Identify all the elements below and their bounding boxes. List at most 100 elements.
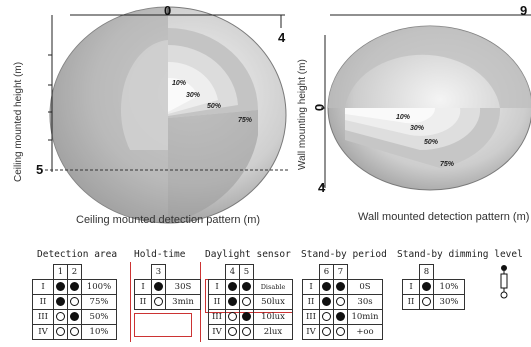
switch-cell — [225, 324, 240, 340]
header-spacer — [303, 265, 320, 280]
switch-on-icon — [228, 297, 237, 306]
table-row: II 75% — [32, 294, 117, 310]
row-label: II — [134, 294, 152, 310]
switch-cell — [67, 279, 82, 295]
ceiling-caption: Ceiling mounted detection pattern (m) — [76, 214, 261, 226]
header-spacer — [209, 265, 226, 280]
switch-cell — [67, 294, 82, 310]
switch-cell — [319, 309, 334, 325]
switch-on-icon — [242, 282, 251, 291]
switch-cell — [419, 279, 434, 295]
switch-cell — [333, 279, 348, 295]
switch-on-icon — [228, 282, 237, 291]
detection-area-title: Detection area — [37, 249, 118, 260]
switch-on-icon — [422, 282, 431, 291]
table-row: I 0S — [302, 279, 383, 295]
header-spacer — [33, 265, 54, 280]
hold-time-empty-box — [134, 313, 192, 337]
ceiling-zone-75: 75% — [238, 117, 253, 124]
switch-off-icon — [228, 327, 237, 336]
standby-dimming-table: 8 I 10% II 30% — [402, 264, 465, 310]
switch-on-icon — [336, 312, 345, 321]
row-label: II — [208, 294, 226, 310]
ceiling-bottom-tick: 5 — [36, 162, 44, 177]
switch-cell — [319, 279, 334, 295]
daylight-sensor-table: 4 5 I Disable II 50lux III 10lux IV 2lux — [208, 264, 293, 340]
switch-cell — [53, 294, 68, 310]
switch-off-icon — [228, 312, 237, 321]
row-value: Disable — [253, 279, 293, 295]
ceiling-pattern-diagram — [45, 6, 290, 224]
switch-number: 4 — [225, 264, 240, 280]
header-spacer — [348, 265, 383, 280]
switch-cell — [239, 294, 254, 310]
wall-bottom-tick: 4 — [318, 180, 326, 195]
switch-on-icon — [322, 282, 331, 291]
hold-time-red-frame — [130, 262, 201, 342]
switch-cell — [333, 294, 348, 310]
switch-on-icon — [56, 297, 65, 306]
header-spacer — [434, 265, 465, 280]
switch-number: 3 — [151, 264, 166, 280]
switch-number: 6 — [319, 264, 334, 280]
daylight-header-row: 4 5 — [209, 264, 293, 280]
wall-top-tick: 9 — [520, 3, 528, 18]
switch-off-icon — [336, 297, 345, 306]
wall-caption: Wall mounted detection pattern (m) — [358, 211, 530, 223]
switch-cell — [67, 324, 82, 340]
wall-zone-30: 30% — [410, 125, 425, 132]
row-value: 50lux — [253, 294, 293, 310]
row-label: II — [32, 294, 54, 310]
wall-upper-band — [328, 26, 531, 108]
switch-off-icon — [322, 327, 331, 336]
header-spacer — [403, 265, 420, 280]
wall-pattern-diagram — [321, 14, 531, 191]
switch-on-icon — [322, 297, 331, 306]
switch-off-icon — [322, 312, 331, 321]
switch-number: 8 — [419, 264, 434, 280]
switch-cell — [319, 294, 334, 310]
switch-number: 7 — [333, 264, 348, 280]
switch-off-icon — [154, 297, 163, 306]
ceiling-right-tick-label: 4 — [278, 30, 286, 45]
row-label: I — [32, 279, 54, 295]
row-value: 30s — [347, 294, 383, 310]
switch-off-icon — [336, 327, 345, 336]
ceiling-zone-10: 10% — [172, 80, 187, 87]
switch-on-icon — [56, 282, 65, 291]
wall-height-label: Wall mounting height (m) — [297, 59, 308, 170]
switch-cell — [239, 279, 254, 295]
table-row: I Disable — [208, 279, 293, 295]
table-row: II 30s — [302, 294, 383, 310]
switch-on-icon — [336, 282, 345, 291]
switch-off-icon — [70, 297, 79, 306]
wall-zone-10: 10% — [396, 114, 411, 121]
table-row: IV 10% — [32, 324, 117, 340]
table-row: III 10lux — [208, 309, 293, 325]
table-row: I 10% — [402, 279, 465, 295]
switch-off-icon — [70, 327, 79, 336]
row-label: II — [302, 294, 320, 310]
ceiling-zone-50: 50% — [207, 103, 222, 110]
switch-on-icon — [154, 282, 163, 291]
switch-cell — [333, 309, 348, 325]
row-label: I — [208, 279, 226, 295]
switch-cell — [53, 324, 68, 340]
ceiling-height-label: Ceiling mounted height (m) — [13, 61, 24, 182]
table-row: II 50lux — [208, 294, 293, 310]
ceiling-zone-30: 30% — [186, 92, 201, 99]
standby-period-title: Stand-by period — [301, 249, 387, 260]
standby-period-table: 6 7 I 0S II 30s III 10min IV +oo — [302, 264, 383, 340]
row-label: IV — [208, 324, 226, 340]
table-row: IV 2lux — [208, 324, 293, 340]
wall-left-tick: 0 — [312, 103, 328, 112]
table-row: I 30S — [134, 279, 201, 295]
switch-cell — [225, 294, 240, 310]
ceiling-top-tick: 0 — [164, 3, 172, 18]
switch-cell — [319, 324, 334, 340]
row-value: 75% — [81, 294, 117, 310]
wall-zone-75: 75% — [440, 161, 455, 168]
switch-cell — [53, 279, 68, 295]
standby-dimming-title: Stand-by dimming level — [397, 249, 523, 260]
ceiling-inner-left — [120, 40, 168, 150]
